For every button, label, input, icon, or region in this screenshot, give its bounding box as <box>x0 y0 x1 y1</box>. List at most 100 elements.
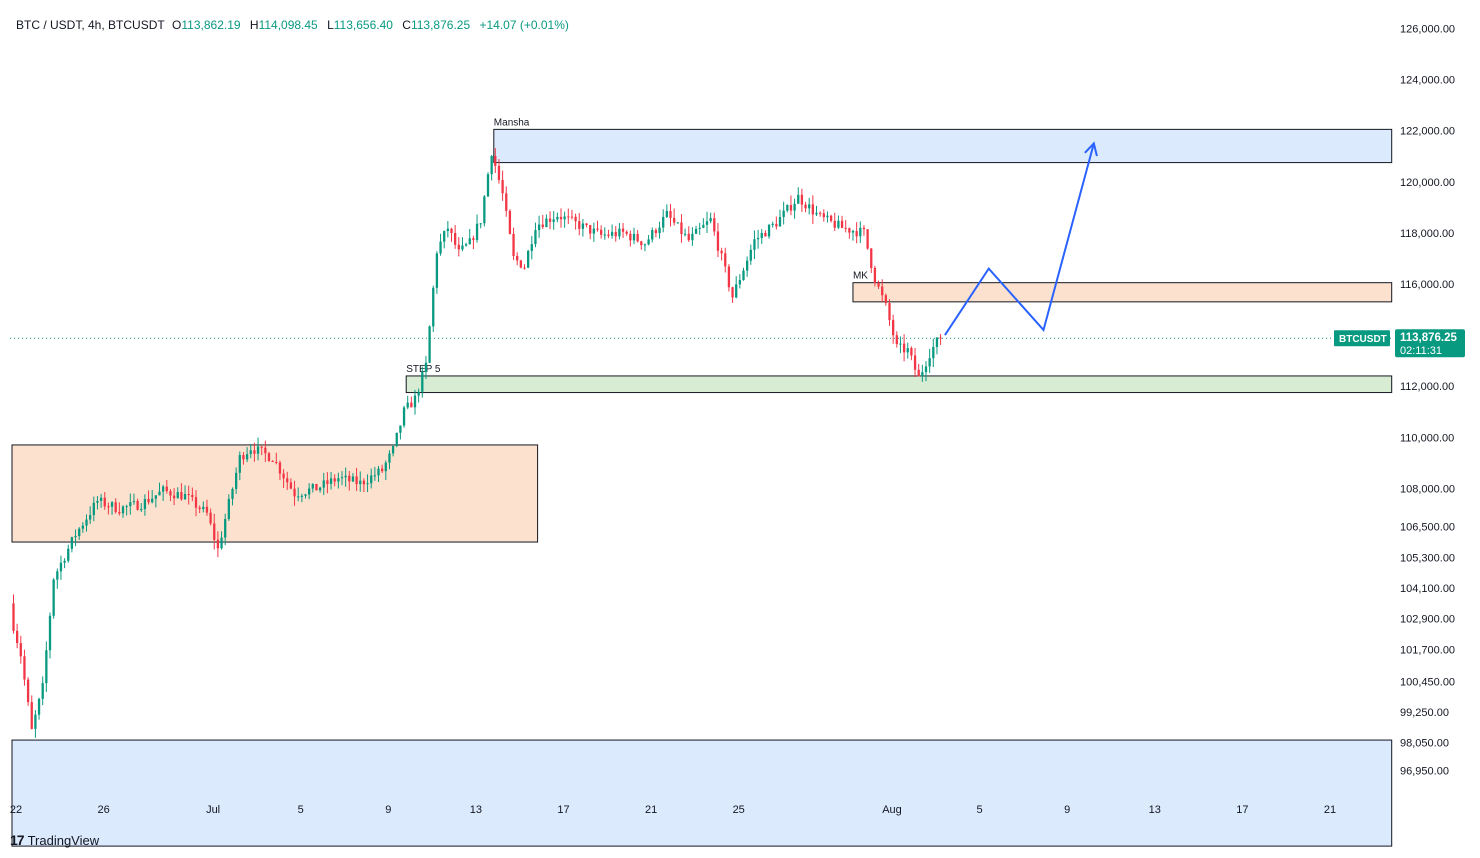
candle-body <box>895 335 898 345</box>
candle-body <box>286 478 289 483</box>
candle-body <box>154 495 157 499</box>
candle-body <box>691 233 694 241</box>
candle-body <box>881 286 884 296</box>
candle-body <box>468 238 471 245</box>
candle-body <box>176 492 179 499</box>
candle-body <box>318 487 322 491</box>
open-label: O <box>172 18 182 32</box>
candle-body <box>902 343 906 353</box>
candle-body <box>673 217 676 223</box>
price-tick-label: 108,000.00 <box>1400 483 1455 495</box>
candle-body <box>840 220 844 228</box>
candle-body <box>421 371 424 392</box>
candle-body <box>311 483 314 489</box>
candle-body <box>552 219 555 222</box>
candle-body <box>738 280 741 285</box>
candle-body <box>786 204 789 211</box>
candle-body <box>808 204 811 209</box>
candle-body <box>870 248 873 268</box>
price-axis[interactable]: 126,000.00 124,000.00 122,000.00 120,000.00… <box>1334 23 1465 778</box>
zones-layer: Mansha MK STEP 5 <box>11 117 1393 847</box>
candle-body <box>771 223 774 225</box>
candle-body <box>12 603 15 631</box>
candle-body <box>205 506 209 513</box>
candle-body <box>545 218 548 228</box>
time-axis[interactable]: 22 26 Jul 5 9 13 17 21 25 Aug 5 9 13 17 21 <box>10 804 1336 816</box>
price-tick-label: 98,050.00 <box>1400 738 1449 750</box>
candle-body <box>665 211 668 217</box>
candle-body <box>304 494 307 496</box>
candle-body <box>603 234 606 236</box>
candle-body <box>636 233 639 242</box>
time-tick-label: 21 <box>645 804 657 816</box>
candle-body <box>395 432 398 446</box>
candle-body <box>607 234 610 236</box>
candle-body <box>669 211 672 218</box>
price-tick-label: 101,700.00 <box>1400 644 1455 656</box>
high-value: 114,098.45 <box>258 18 318 32</box>
brand-name: TradingView <box>27 832 100 848</box>
candle-body <box>578 221 581 229</box>
candle-body <box>162 486 165 492</box>
candle-body <box>355 476 358 485</box>
candle-body <box>753 239 756 250</box>
candle-body <box>78 528 81 537</box>
candle-body <box>140 509 143 511</box>
candle-body <box>147 498 150 503</box>
close-label: C <box>402 18 411 32</box>
price-tick-label: 118,000.00 <box>1400 228 1454 240</box>
price-tick-label: 105,300.00 <box>1400 552 1455 564</box>
candle-body <box>391 445 395 454</box>
candle-body <box>428 326 431 363</box>
candle-body <box>308 488 311 495</box>
candle-body <box>877 282 880 287</box>
projected-arrowhead <box>1084 141 1098 157</box>
zone-label: STEP 5 <box>406 364 441 375</box>
candle-body <box>567 216 570 218</box>
tradingview-logo[interactable]: 17 TradingView <box>10 832 99 848</box>
price-tick-label: 122,000.00 <box>1400 126 1455 138</box>
candle-body <box>282 473 285 479</box>
candle-body <box>581 223 585 229</box>
price-tick-label: 116,000.00 <box>1400 279 1454 291</box>
candle-body <box>348 475 351 482</box>
candle-body <box>158 491 161 496</box>
candle-body <box>275 461 278 463</box>
candle-body <box>793 203 796 211</box>
candle-body <box>37 698 41 715</box>
candle-body <box>844 227 847 229</box>
candle-body <box>322 480 325 488</box>
candle-body <box>443 231 446 242</box>
candle-body <box>370 475 373 484</box>
candle-body <box>899 343 902 345</box>
candle-body <box>143 498 147 510</box>
candle-body <box>917 369 920 377</box>
candle-body <box>238 454 241 473</box>
candle-body <box>855 230 858 237</box>
candle-body <box>464 244 468 246</box>
candle-body <box>585 223 588 226</box>
candle-body <box>731 287 734 298</box>
candle-body <box>804 204 807 209</box>
candle-body <box>187 494 190 496</box>
candle-body <box>388 453 391 463</box>
candle-body <box>300 495 303 497</box>
candle-body <box>198 507 201 510</box>
candle-body <box>494 155 497 166</box>
candle-body <box>351 476 355 482</box>
zone-rect <box>493 128 1393 164</box>
candle-body <box>340 477 344 479</box>
candle-body <box>293 488 296 497</box>
candle-body <box>534 230 537 245</box>
candle-body <box>475 223 479 240</box>
candle-body <box>662 216 665 228</box>
candle-body <box>457 244 460 250</box>
candle-body <box>180 492 183 500</box>
candle-body <box>610 231 614 236</box>
candle-body <box>450 228 453 233</box>
candle-body <box>596 228 599 230</box>
candle-body <box>508 210 512 234</box>
candle-body <box>34 714 37 729</box>
symbol-name[interactable]: BTC / USDT, 4h, BTCUSDT <box>16 18 165 32</box>
